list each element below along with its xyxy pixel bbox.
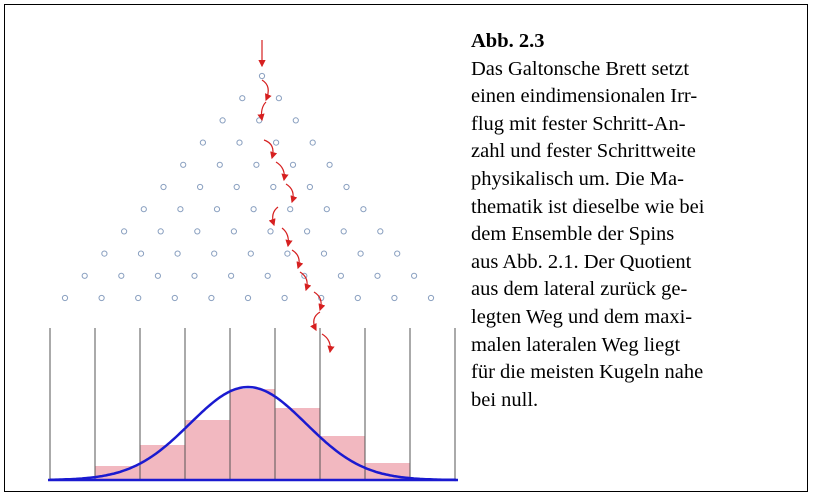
peg bbox=[211, 250, 218, 257]
peg bbox=[180, 161, 187, 168]
peg bbox=[247, 250, 254, 257]
galton-board-figure bbox=[48, 40, 458, 482]
peg bbox=[292, 117, 299, 124]
peg bbox=[197, 183, 204, 191]
peg bbox=[118, 272, 125, 279]
peg bbox=[233, 183, 240, 191]
caption-line: flug mit fester Schritt-An- bbox=[471, 112, 686, 135]
peg bbox=[337, 272, 344, 279]
peg bbox=[199, 139, 206, 146]
peg bbox=[101, 250, 108, 257]
caption-line: dem Ensemble der Spins bbox=[471, 223, 675, 246]
peg bbox=[273, 139, 280, 146]
figure-frame bbox=[4, 4, 808, 492]
peg bbox=[377, 228, 384, 235]
peg bbox=[121, 228, 128, 235]
peg bbox=[343, 183, 350, 191]
caption-line: aus dem lateral zurück ge- bbox=[471, 278, 688, 301]
gauss-curve bbox=[50, 385, 457, 482]
peg bbox=[304, 228, 311, 235]
caption-line: malen lateralen Weg liegt bbox=[471, 333, 681, 356]
caption-line: für die meisten Kugeln nahe bbox=[471, 361, 704, 384]
peg bbox=[239, 95, 246, 102]
hist-bar bbox=[275, 408, 320, 480]
peg bbox=[357, 250, 364, 257]
hist-bar bbox=[230, 389, 275, 480]
peg bbox=[360, 206, 367, 213]
peg bbox=[174, 250, 181, 257]
ball-path bbox=[257, 40, 335, 354]
figure-label: Abb. 2.3 bbox=[471, 30, 545, 52]
peg bbox=[160, 183, 167, 191]
peg bbox=[140, 206, 147, 213]
peg bbox=[135, 294, 142, 302]
caption-line: aus Abb. 2.1. Der Quotient bbox=[471, 250, 692, 273]
peg bbox=[427, 294, 435, 302]
peg bbox=[171, 294, 178, 302]
peg bbox=[411, 272, 418, 279]
peg bbox=[98, 294, 105, 302]
peg bbox=[177, 206, 184, 213]
peg bbox=[267, 228, 274, 235]
peg bbox=[137, 250, 145, 257]
caption-line: physikalisch um. Die Ma- bbox=[471, 167, 684, 190]
peg bbox=[264, 272, 271, 279]
peg bbox=[394, 250, 401, 257]
peg bbox=[230, 228, 237, 235]
caption-line: zahl und fester Schrittweite bbox=[471, 140, 696, 163]
peg bbox=[236, 139, 243, 146]
peg bbox=[270, 183, 277, 191]
caption-line: bei null. bbox=[471, 388, 539, 411]
peg bbox=[244, 294, 252, 302]
peg bbox=[323, 206, 330, 213]
peg bbox=[284, 250, 291, 257]
hist-bar bbox=[140, 445, 185, 480]
peg bbox=[309, 139, 316, 146]
peg bbox=[258, 72, 266, 80]
caption-line: Das Galtonsche Brett setzt bbox=[471, 57, 690, 80]
caption-line: thematik ist dieselbe wie bei bbox=[471, 195, 705, 218]
peg bbox=[154, 272, 161, 279]
peg bbox=[256, 117, 263, 124]
peg bbox=[219, 117, 226, 124]
peg bbox=[306, 183, 313, 191]
caption-line: einen eindimensionalen Irr- bbox=[471, 85, 698, 108]
pegs bbox=[61, 72, 435, 302]
bin-dividers bbox=[49, 328, 456, 480]
peg bbox=[391, 294, 398, 302]
peg bbox=[301, 272, 308, 279]
peg bbox=[287, 206, 294, 213]
peg bbox=[216, 161, 223, 168]
peg bbox=[213, 206, 221, 213]
peg bbox=[354, 294, 361, 302]
caption: Abb. 2.3 Das Galtonsche Brett setzt einen … bbox=[471, 28, 801, 414]
peg bbox=[374, 272, 381, 279]
peg bbox=[289, 161, 297, 168]
peg bbox=[250, 206, 257, 213]
caption-line: legten Weg und dem maxi- bbox=[471, 305, 693, 328]
peg bbox=[320, 250, 328, 257]
hist-bar bbox=[185, 420, 230, 480]
peg bbox=[208, 294, 215, 302]
peg bbox=[194, 228, 201, 235]
peg bbox=[253, 161, 260, 168]
peg bbox=[326, 161, 333, 168]
peg bbox=[228, 272, 235, 279]
peg bbox=[191, 272, 198, 279]
peg bbox=[61, 294, 69, 302]
peg bbox=[157, 228, 164, 235]
peg bbox=[281, 294, 288, 302]
peg bbox=[275, 95, 282, 102]
peg bbox=[340, 228, 347, 235]
peg bbox=[81, 272, 88, 279]
